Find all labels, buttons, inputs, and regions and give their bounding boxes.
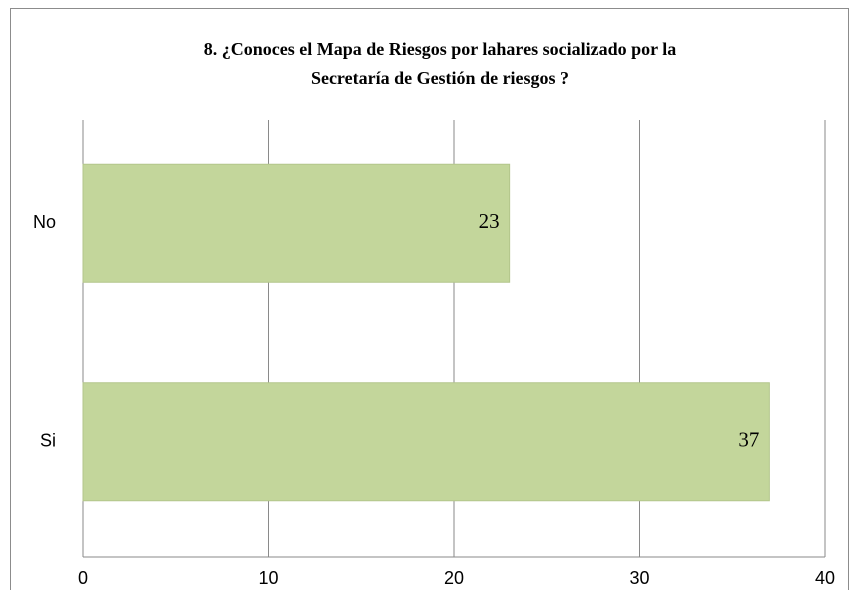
value-label: 23 <box>479 209 500 233</box>
y-tick-label: Si <box>40 431 56 451</box>
x-tick-label: 10 <box>258 568 278 588</box>
bar <box>82 382 770 502</box>
y-tick-label: No <box>33 212 56 232</box>
x-tick-label: 0 <box>78 568 88 588</box>
value-label: 37 <box>738 428 759 452</box>
chart-frame <box>10 8 849 590</box>
bar <box>82 163 511 283</box>
x-tick-label: 30 <box>629 568 649 588</box>
chart-title: Secretaría de Gestión de riesgos ? <box>311 68 569 88</box>
x-tick-label: 20 <box>444 568 464 588</box>
chart-title: 8. ¿Conoces el Mapa de Riesgos por lahar… <box>204 39 677 59</box>
x-tick-label: 40 <box>815 568 835 588</box>
